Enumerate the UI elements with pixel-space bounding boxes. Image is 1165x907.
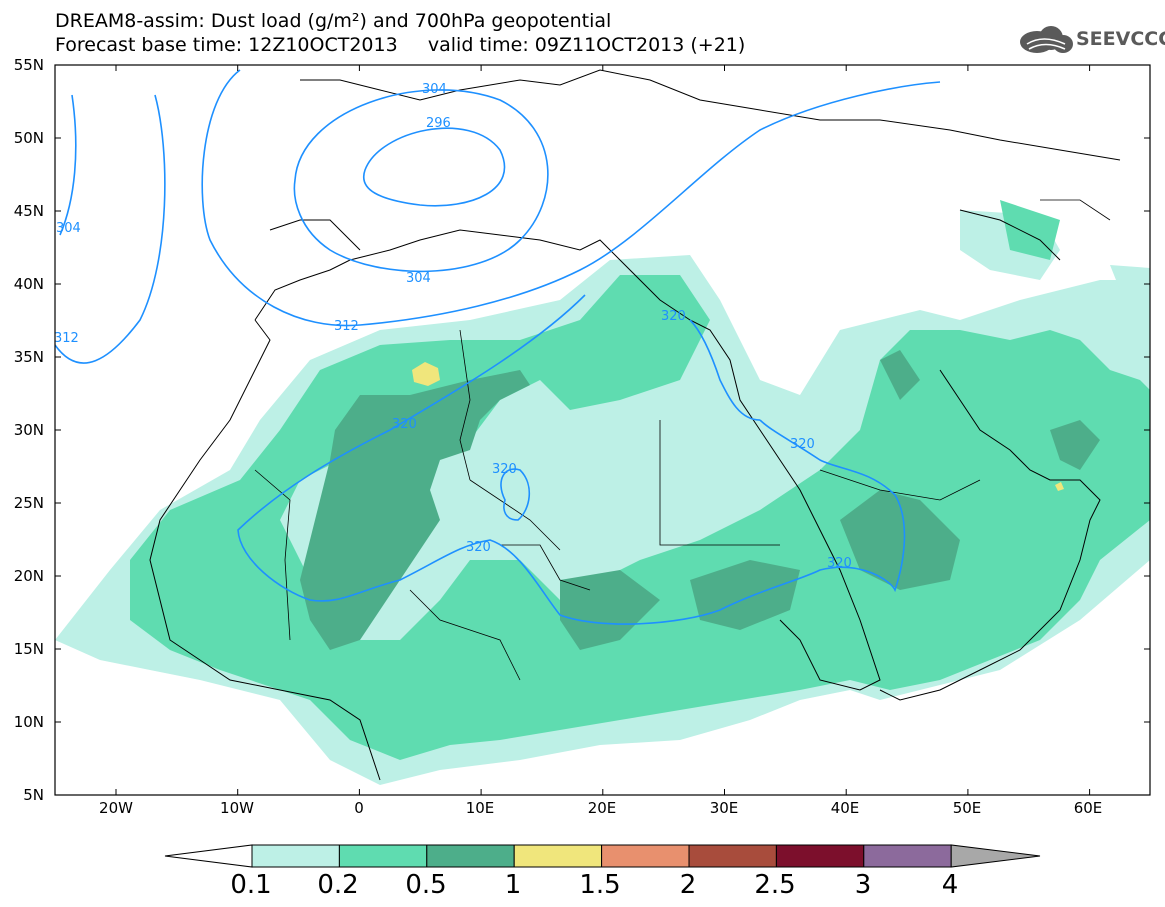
colorbar-under-triangle (164, 844, 253, 868)
colorbar-segment (775, 844, 865, 868)
colorbar-label: 2.5 (754, 870, 796, 900)
contour-label: 304 (56, 221, 81, 236)
borders (254, 199, 1111, 681)
lon-tick-label: 60E (1073, 799, 1103, 817)
contour-label: 312 (54, 331, 79, 346)
map-title: DREAM8-assim: Dust load (g/m²) and 700hP… (55, 10, 612, 32)
lat-tick-label: 45N (13, 202, 44, 220)
colorbar-label: 4 (941, 870, 959, 900)
lon-tick-label: 10W (220, 799, 254, 817)
colorbar-label: 1 (504, 870, 522, 900)
colorbar-label: 0.5 (405, 870, 447, 900)
contour-label: 304 (422, 82, 447, 97)
colorbar-segment (688, 844, 777, 868)
contour-label-group: 304 296 304 312 312 320 320 320 320 320 … (54, 82, 852, 571)
colorbar-segment (251, 844, 340, 868)
dust-shading-1 (412, 362, 1064, 491)
axis-ticks (55, 64, 1150, 796)
colorbar-over-triangle (950, 844, 1041, 868)
colorbar-label: 3 (854, 870, 872, 900)
forecast-time-subtitle: Forecast base time: 12Z10OCT2013 valid t… (55, 34, 746, 56)
colorbar-label: 2 (679, 870, 697, 900)
geopotential-contours (55, 69, 941, 625)
colorbar-label: 1.5 (579, 870, 621, 900)
lat-tick-label: 40N (13, 275, 44, 293)
contour-label: 312 (334, 319, 359, 334)
contour-label: 320 (661, 309, 686, 324)
lat-tick-label: 30N (13, 421, 44, 439)
contour-label: 320 (466, 540, 491, 555)
lon-tick-label: 30E (709, 799, 739, 817)
lon-tick-label: 40E (830, 799, 860, 817)
colorbar-segment (338, 844, 428, 868)
cloud-logo-icon (1020, 26, 1073, 53)
colorbar-segment (601, 844, 690, 868)
lat-tick-label: 55N (13, 56, 44, 74)
colorbar-label: 0.1 (230, 870, 272, 900)
lon-tick-label: 10E (465, 799, 495, 817)
lat-tick-label: 50N (13, 129, 44, 147)
colorbar (164, 844, 1041, 868)
lat-tick-label: 25N (13, 494, 44, 512)
contour-label: 320 (790, 437, 815, 452)
contour-label: 320 (827, 556, 852, 571)
lon-tick-label: 0 (354, 799, 364, 817)
contour-label: 320 (492, 462, 517, 477)
lon-tick-label: 20W (99, 799, 133, 817)
logo-text: SEEVCCC (1076, 28, 1165, 50)
colorbar-label: 0.2 (317, 870, 359, 900)
colorbar-segment (863, 844, 952, 868)
lat-tick-label: 35N (13, 348, 44, 366)
contour-label: 304 (406, 271, 431, 286)
lat-tick-label: 5N (23, 786, 44, 804)
lat-tick-label: 20N (13, 567, 44, 585)
coastlines (149, 69, 1121, 781)
dust-shading-0.5 (300, 350, 1100, 650)
lon-tick-label: 50E (952, 799, 982, 817)
lon-tick-label: 20E (587, 799, 617, 817)
contour-label: 320 (392, 417, 417, 432)
contour-label: 296 (426, 116, 451, 131)
lat-tick-label: 15N (13, 640, 44, 658)
colorbar-segment (513, 844, 603, 868)
lat-tick-label: 10N (13, 713, 44, 731)
colorbar-segment (426, 844, 515, 868)
